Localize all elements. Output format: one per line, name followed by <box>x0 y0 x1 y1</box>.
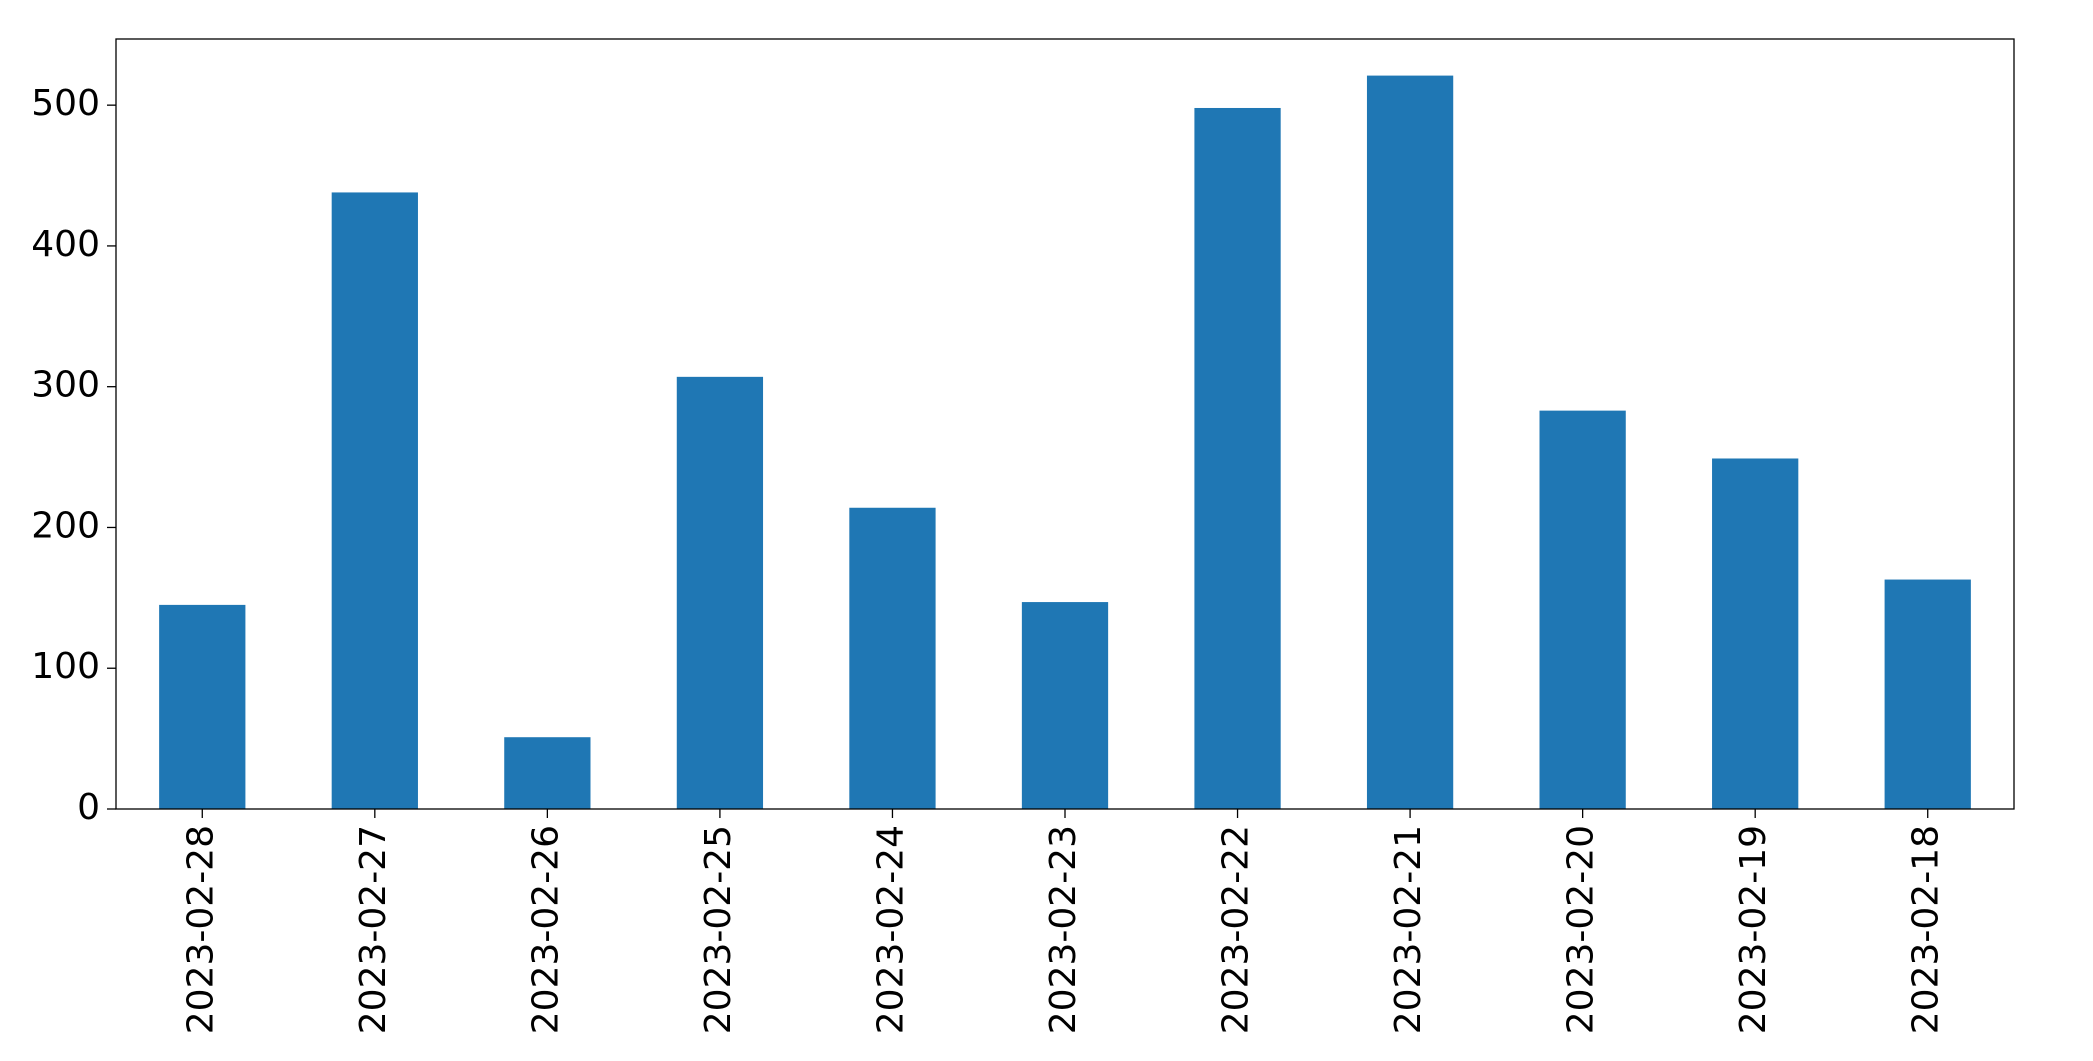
y-tick-label: 200 <box>31 505 100 546</box>
x-tick-label: 2023-02-22 <box>1216 825 1257 1034</box>
x-tick-label: 2023-02-18 <box>1906 825 1947 1034</box>
x-tick-label: 2023-02-28 <box>180 825 221 1034</box>
bar <box>331 192 418 809</box>
x-tick-label: 2023-02-27 <box>353 825 394 1034</box>
y-tick-label: 0 <box>77 787 100 828</box>
bar <box>504 737 591 809</box>
x-tick-label: 2023-02-25 <box>698 825 739 1034</box>
bar <box>676 376 764 809</box>
y-tick-label: 400 <box>31 224 100 265</box>
x-tick-label: 2023-02-20 <box>1561 825 1602 1034</box>
bar <box>849 507 936 809</box>
x-tick-label: 2023-02-21 <box>1388 825 1429 1034</box>
bar <box>1884 579 1971 809</box>
bar <box>1021 602 1109 809</box>
axes-frame <box>115 38 2015 810</box>
x-tick-label: 2023-02-24 <box>870 825 911 1034</box>
bar <box>1366 75 1454 810</box>
y-tick-label: 500 <box>31 83 100 124</box>
bar <box>1539 410 1626 809</box>
bar <box>159 604 246 809</box>
x-tick-label: 2023-02-23 <box>1043 825 1084 1034</box>
bar <box>1194 107 1281 809</box>
y-tick-label: 100 <box>31 646 100 687</box>
y-tick-label: 300 <box>31 365 100 406</box>
x-tick-label: 2023-02-26 <box>525 825 566 1034</box>
x-tick-label: 2023-02-19 <box>1733 825 1774 1034</box>
bar <box>1712 458 1799 809</box>
